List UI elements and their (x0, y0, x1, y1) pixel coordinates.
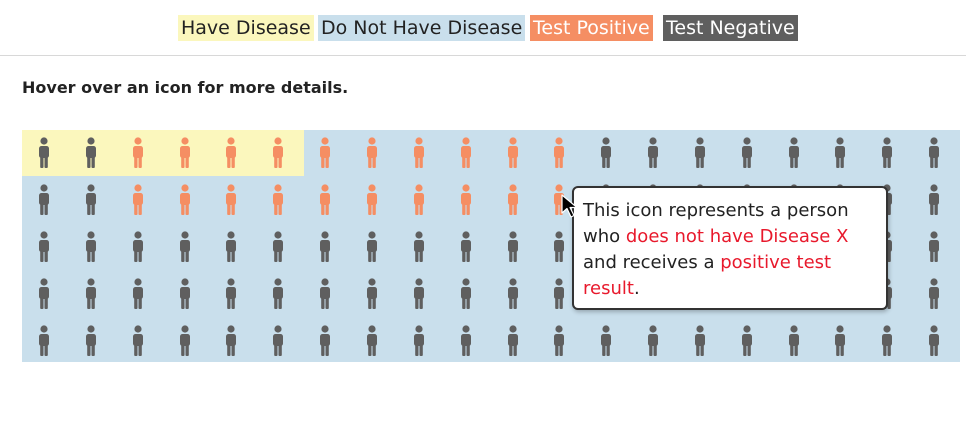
person-icon[interactable] (224, 184, 238, 216)
person-icon[interactable] (787, 137, 801, 169)
person-icon[interactable] (365, 137, 379, 169)
person-icon[interactable] (552, 325, 566, 357)
person-icon[interactable] (271, 278, 285, 310)
person-icon[interactable] (646, 325, 660, 357)
person-icon[interactable] (459, 325, 473, 357)
person-icon[interactable] (459, 231, 473, 263)
person-icon[interactable] (131, 278, 145, 310)
person-icon[interactable] (787, 325, 801, 357)
legend-do-not-have-disease: Do Not Have Disease (318, 15, 526, 41)
person-icon[interactable] (318, 325, 332, 357)
person-icon[interactable] (552, 278, 566, 310)
tooltip-disease-status: does not have Disease X (625, 226, 849, 247)
person-icon[interactable] (412, 184, 426, 216)
person-icon[interactable] (37, 231, 51, 263)
mouse-cursor-icon (561, 194, 578, 218)
person-icon[interactable] (131, 184, 145, 216)
person-icon[interactable] (506, 278, 520, 310)
legend-test-positive: Test Positive (530, 15, 653, 41)
person-icon[interactable] (37, 137, 51, 169)
person-icon[interactable] (271, 137, 285, 169)
person-icon[interactable] (927, 184, 941, 216)
person-icon[interactable] (506, 231, 520, 263)
have-disease-region (22, 130, 304, 176)
person-icon[interactable] (224, 278, 238, 310)
person-icon[interactable] (131, 137, 145, 169)
person-icon[interactable] (552, 231, 566, 263)
tooltip: This icon represents a person who does n… (572, 186, 888, 310)
person-icon[interactable] (365, 184, 379, 216)
person-icon[interactable] (506, 137, 520, 169)
person-icon[interactable] (84, 231, 98, 263)
person-icon[interactable] (224, 231, 238, 263)
person-icon[interactable] (506, 325, 520, 357)
person-icon[interactable] (927, 231, 941, 263)
person-icon[interactable] (365, 325, 379, 357)
person-icon[interactable] (84, 184, 98, 216)
person-icon[interactable] (599, 325, 613, 357)
tooltip-text-middle: and receives a (583, 252, 721, 273)
person-icon[interactable] (178, 278, 192, 310)
person-icon[interactable] (599, 137, 613, 169)
person-icon[interactable] (693, 325, 707, 357)
person-icon[interactable] (178, 184, 192, 216)
person-icon[interactable] (459, 278, 473, 310)
person-icon[interactable] (740, 325, 754, 357)
tooltip-text: This icon represents a person who (583, 200, 849, 247)
person-icon[interactable] (740, 137, 754, 169)
person-icon[interactable] (271, 325, 285, 357)
tooltip-text-end: . (633, 278, 640, 299)
person-icon[interactable] (833, 137, 847, 169)
person-icon[interactable] (412, 231, 426, 263)
person-icon[interactable] (693, 137, 707, 169)
person-icon[interactable] (84, 278, 98, 310)
person-icon[interactable] (459, 137, 473, 169)
person-icon[interactable] (131, 231, 145, 263)
person-icon[interactable] (459, 184, 473, 216)
person-icon[interactable] (318, 278, 332, 310)
person-icon[interactable] (131, 325, 145, 357)
person-icon[interactable] (178, 231, 192, 263)
person-icon[interactable] (365, 231, 379, 263)
person-icon[interactable] (37, 184, 51, 216)
person-icon[interactable] (833, 325, 847, 357)
person-icon[interactable] (927, 137, 941, 169)
tooltip-test-result: positive test result (583, 252, 832, 299)
person-icon[interactable] (224, 137, 238, 169)
instructions-text: Hover over an icon for more details. (22, 78, 349, 97)
legend: Have Disease Do Not Have Disease Test Po… (0, 0, 966, 56)
person-icon[interactable] (880, 325, 894, 357)
person-icon[interactable] (224, 325, 238, 357)
person-icon[interactable] (37, 325, 51, 357)
person-icon[interactable] (927, 325, 941, 357)
person-icon[interactable] (84, 325, 98, 357)
person-icon[interactable] (84, 137, 98, 169)
legend-have-disease: Have Disease (178, 15, 314, 41)
person-icon[interactable] (927, 278, 941, 310)
person-icon[interactable] (412, 137, 426, 169)
person-icon[interactable] (318, 184, 332, 216)
person-icon[interactable] (318, 137, 332, 169)
person-icon[interactable] (412, 278, 426, 310)
person-icon[interactable] (880, 137, 894, 169)
person-icon[interactable] (37, 278, 51, 310)
legend-test-negative: Test Negative (663, 15, 798, 41)
person-icon[interactable] (552, 137, 566, 169)
person-icon[interactable] (178, 325, 192, 357)
person-icon[interactable] (318, 231, 332, 263)
person-icon[interactable] (271, 231, 285, 263)
person-icon[interactable] (646, 137, 660, 169)
person-icon[interactable] (271, 184, 285, 216)
person-icon[interactable] (365, 278, 379, 310)
person-icon[interactable] (178, 137, 192, 169)
person-icon[interactable] (412, 325, 426, 357)
person-icon[interactable] (506, 184, 520, 216)
